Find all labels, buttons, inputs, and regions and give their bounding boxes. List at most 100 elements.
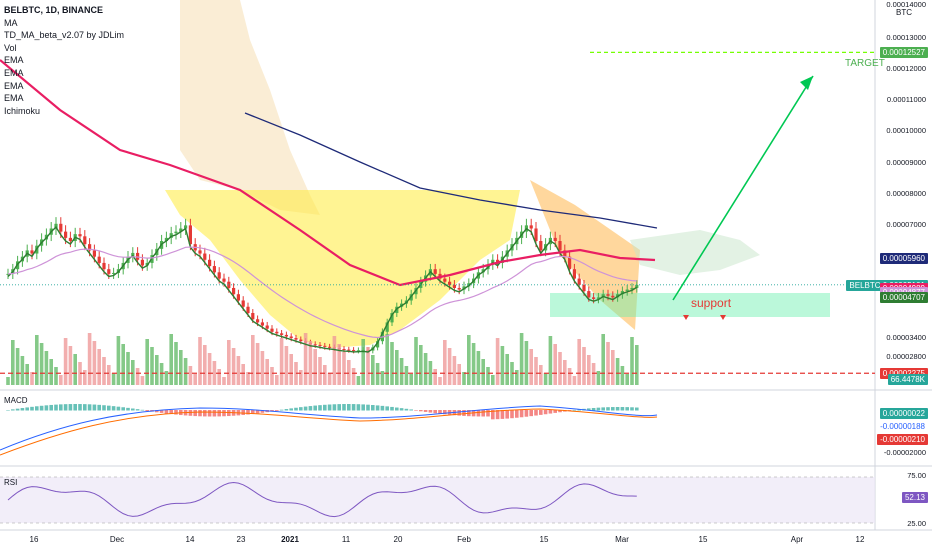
candle-body — [232, 287, 236, 295]
candle-body — [328, 346, 332, 348]
volume-bar — [505, 354, 509, 385]
macd-histogram-bar — [49, 404, 53, 411]
candle-body — [457, 287, 461, 290]
price-label: 0.00005960 — [879, 252, 928, 264]
volume-bar — [145, 339, 149, 385]
x-axis-tick: 11 — [341, 535, 351, 544]
candle-body — [270, 328, 274, 332]
macd-histogram-bar — [395, 407, 399, 411]
macd-histogram-bar — [30, 406, 34, 411]
macd-histogram-bar — [92, 404, 97, 411]
volume-bar — [284, 346, 289, 385]
macd-histogram-bar — [78, 404, 82, 411]
candle-body — [433, 269, 437, 274]
macd-histogram-bar — [131, 408, 135, 411]
candle-body — [236, 294, 240, 301]
volume-bar — [251, 335, 255, 385]
volume-bar — [582, 347, 586, 385]
macd-histogram-bar — [404, 408, 409, 411]
indicator-legend: BELBTC, 1D, BINANCE MA TD_MA_beta_v2.07 … — [4, 4, 124, 117]
macd-histogram-bar — [409, 409, 413, 411]
volume-bar — [92, 341, 97, 385]
macd-histogram-bar — [491, 410, 495, 420]
volume-bar — [25, 364, 29, 385]
macd-histogram-bar — [625, 407, 629, 411]
macd-histogram-bar — [6, 410, 10, 411]
price-tick: 0.00007000 — [886, 220, 926, 230]
candle-body — [92, 250, 96, 257]
x-axis-tick: 16 — [29, 535, 39, 544]
volume-bar — [375, 363, 380, 385]
volume-bar — [563, 360, 567, 385]
volume-bar — [577, 339, 581, 385]
macd-histogram-bar — [251, 410, 255, 414]
price-label: 0.00012527 — [879, 47, 928, 59]
volume-bar — [313, 349, 317, 385]
volume-bar — [260, 351, 265, 385]
macd-histogram-bar — [332, 404, 337, 411]
macd-histogram-bar — [327, 404, 332, 411]
candle-body — [184, 225, 188, 229]
volume-bar — [567, 368, 572, 385]
macd-histogram-bar — [246, 410, 250, 415]
candle-body — [241, 300, 245, 307]
candle-body — [140, 259, 144, 266]
macd-histogram-bar — [534, 410, 538, 416]
volume-bar — [44, 351, 49, 385]
legend-ema-2: EMA — [4, 67, 24, 78]
candle-body — [481, 269, 485, 273]
volume-bar — [399, 358, 404, 385]
macd-histogram-bar — [140, 409, 145, 411]
macd-histogram-bar — [380, 405, 385, 411]
candle-body — [212, 266, 216, 273]
macd-histogram-bar — [510, 410, 514, 419]
price-tick: 0.00010000 — [886, 126, 926, 136]
down-arrow-marker — [720, 315, 726, 320]
macd-histogram-bar — [462, 410, 466, 416]
macd-histogram-bar — [207, 410, 212, 417]
candle-body — [107, 269, 111, 274]
volume-bar — [534, 357, 538, 385]
macd-histogram-bar — [351, 404, 356, 411]
macd-histogram-bar — [121, 407, 125, 411]
candle-body — [246, 306, 250, 314]
macd-histogram-bar — [284, 409, 289, 411]
down-arrow-marker — [683, 315, 689, 320]
candle-body — [68, 237, 72, 242]
macd-histogram-bar — [596, 407, 601, 411]
macd-histogram-bar — [279, 409, 284, 411]
candle-body — [188, 225, 192, 245]
macd-histogram-bar — [222, 410, 226, 417]
x-axis-tick: 23 — [236, 535, 246, 544]
support-zone — [550, 293, 830, 317]
macd-histogram-bar — [476, 410, 481, 417]
target-label: TARGET — [845, 58, 885, 69]
volume-bar — [332, 336, 337, 385]
candle-body — [443, 278, 447, 282]
macd-histogram-bar — [390, 406, 394, 411]
macd-histogram-bar — [260, 410, 265, 413]
candle-body — [625, 289, 629, 292]
volume-bar — [596, 371, 601, 385]
volume-bar — [606, 342, 610, 385]
candle-body — [59, 223, 63, 232]
rsi-tick-75: 75.00 — [907, 471, 926, 480]
volume-bar — [179, 350, 183, 385]
candle-body — [169, 233, 173, 238]
macd-histogram-bar — [611, 407, 615, 411]
candle-body — [203, 253, 207, 260]
legend-ichimoku: Ichimoku — [4, 105, 41, 116]
volume-bar — [135, 368, 140, 385]
volume-bar — [611, 350, 615, 385]
volume-bar — [419, 345, 423, 385]
volume-bar — [255, 343, 260, 385]
macd-label-hist: 0.00000022 — [879, 408, 928, 419]
x-axis-tick: Dec — [109, 535, 125, 544]
volume-bar — [361, 339, 365, 385]
volume-bar — [390, 342, 394, 385]
macd-histogram-bar — [198, 410, 202, 417]
macd-histogram-bar — [524, 410, 529, 417]
macd-histogram-bar — [620, 407, 625, 411]
volume-bar — [476, 351, 481, 385]
